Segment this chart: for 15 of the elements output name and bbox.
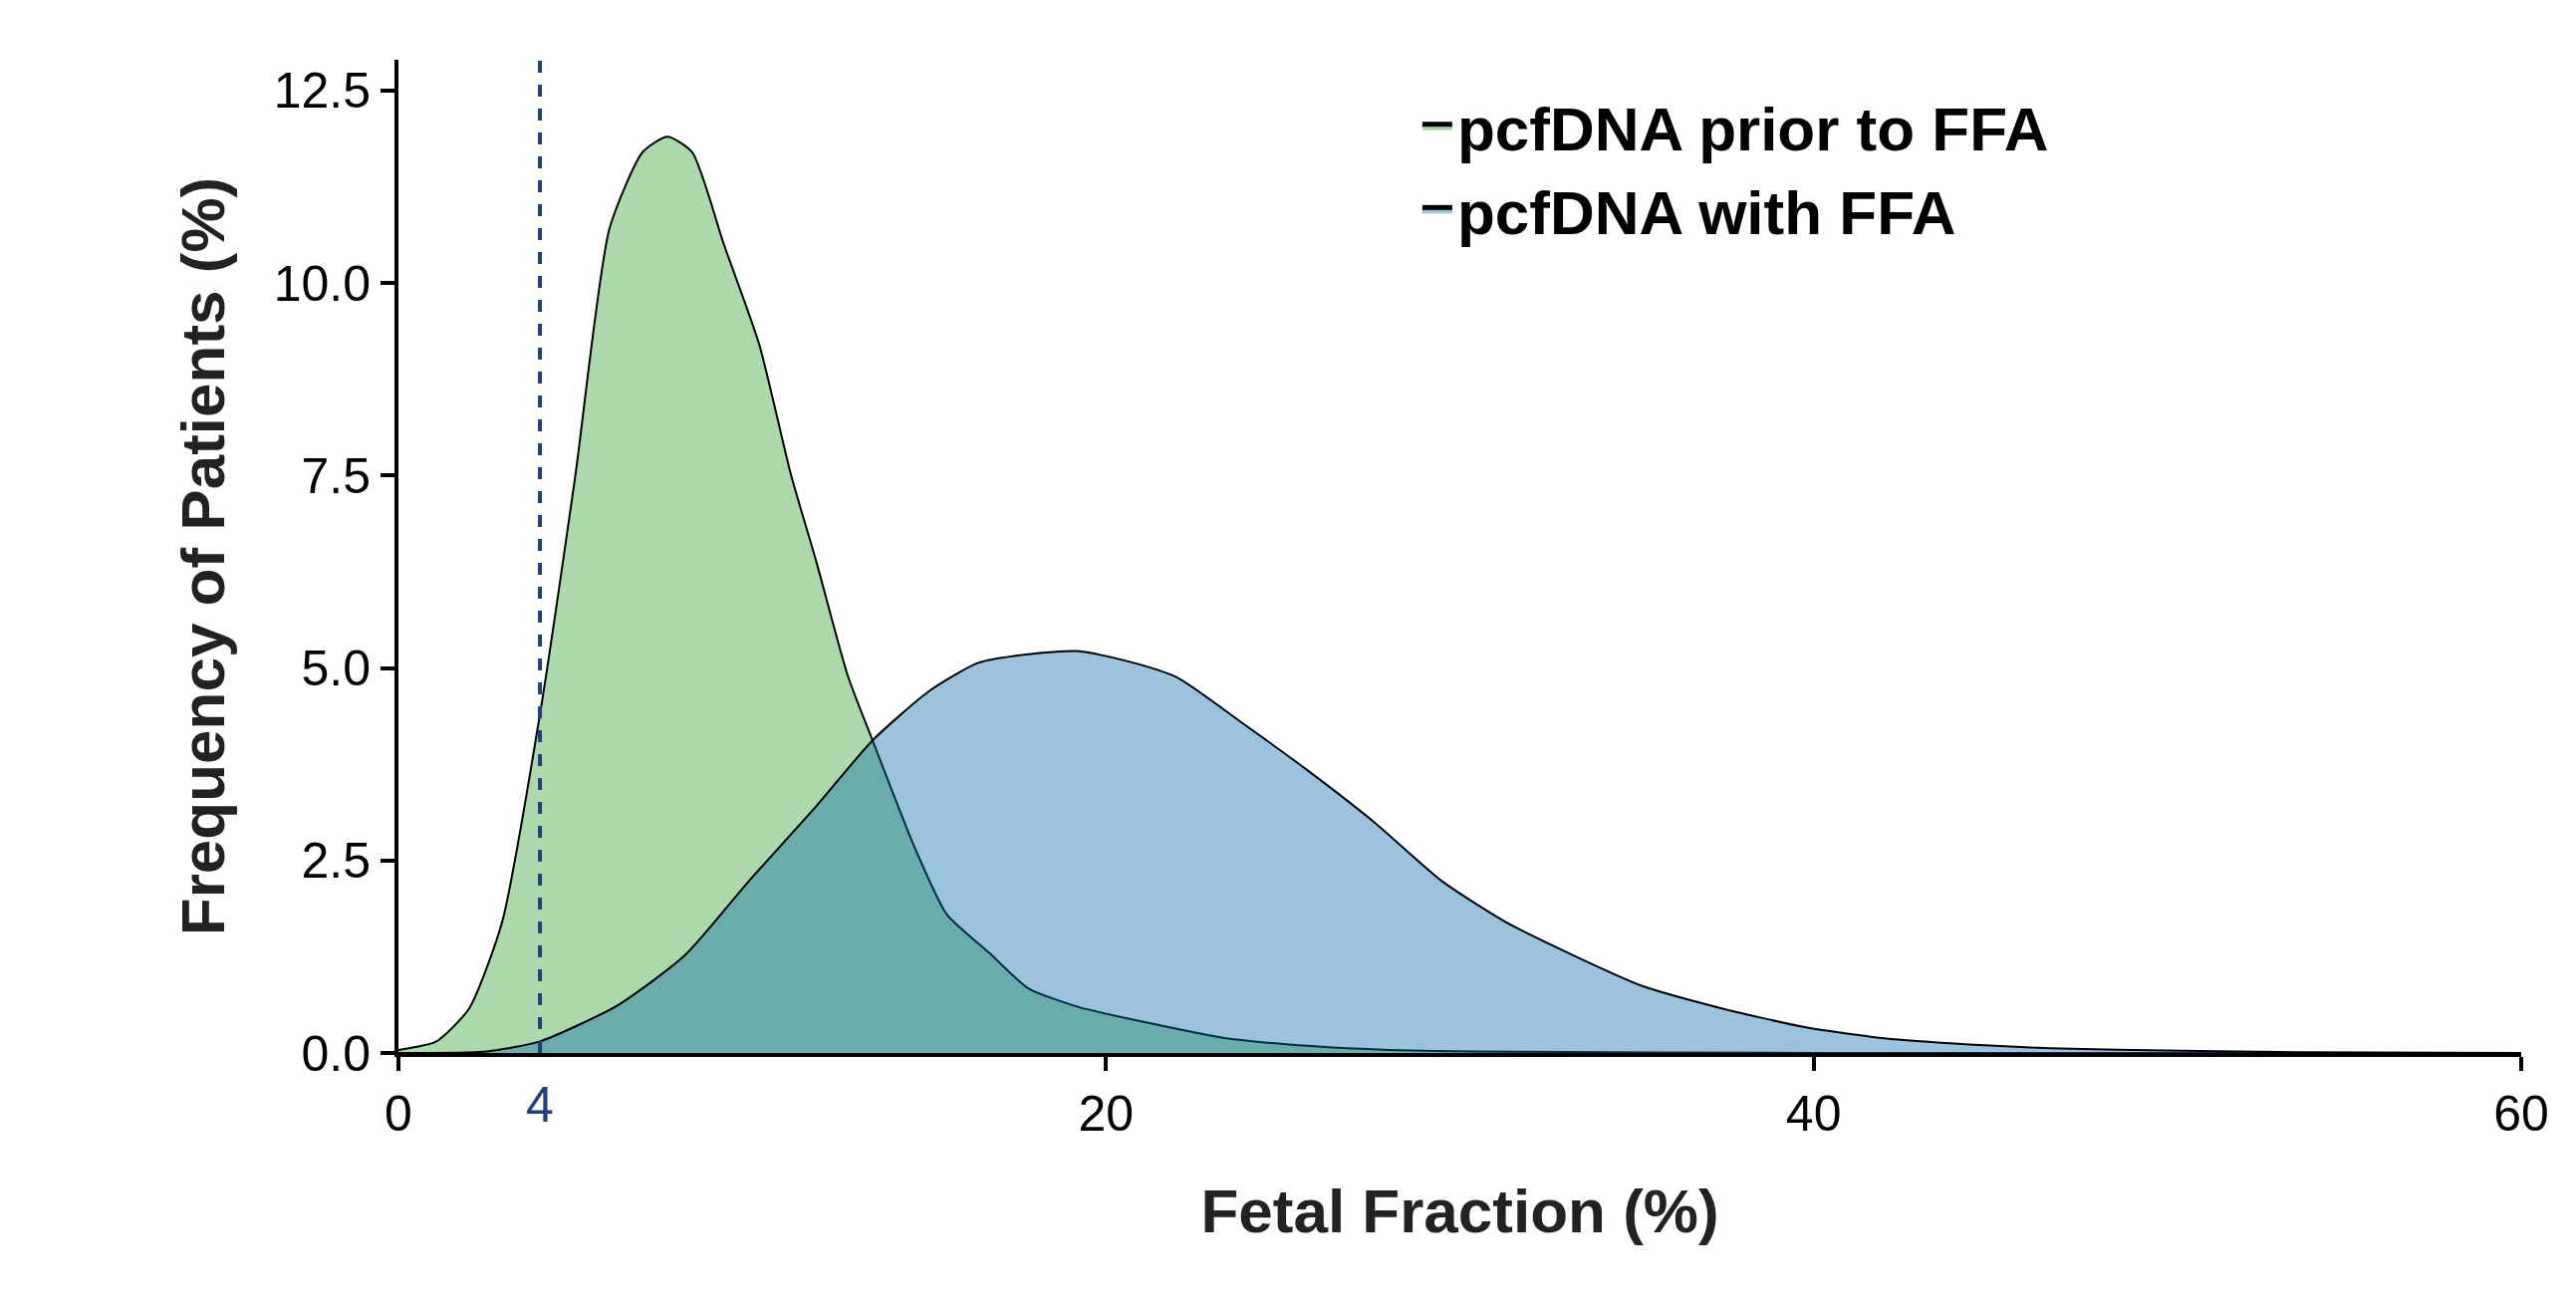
y-axis-title: Frequency of Patients (%) bbox=[167, 176, 237, 936]
x-axis-title: Fetal Fraction (%) bbox=[1200, 1177, 1719, 1246]
y-tick-label: 12.5 bbox=[273, 63, 371, 120]
legend-label: pcfDNA with FFA bbox=[1456, 177, 1956, 247]
y-tick-label: 2.5 bbox=[301, 833, 371, 890]
ref-line-label: 4 bbox=[526, 1077, 554, 1133]
y-tick-label: 5.0 bbox=[301, 641, 371, 697]
x-tick-label: 60 bbox=[2493, 1086, 2549, 1142]
legend-label: pcfDNA prior to FFA bbox=[1456, 94, 2049, 163]
y-tick-label: 10.0 bbox=[273, 255, 371, 312]
x-tick-label: 0 bbox=[385, 1086, 412, 1142]
y-tick-label: 7.5 bbox=[301, 447, 371, 504]
x-tick-label: 20 bbox=[1078, 1086, 1135, 1142]
y-tick-label: 0.0 bbox=[301, 1025, 371, 1082]
x-tick-label: 40 bbox=[1785, 1086, 1842, 1142]
